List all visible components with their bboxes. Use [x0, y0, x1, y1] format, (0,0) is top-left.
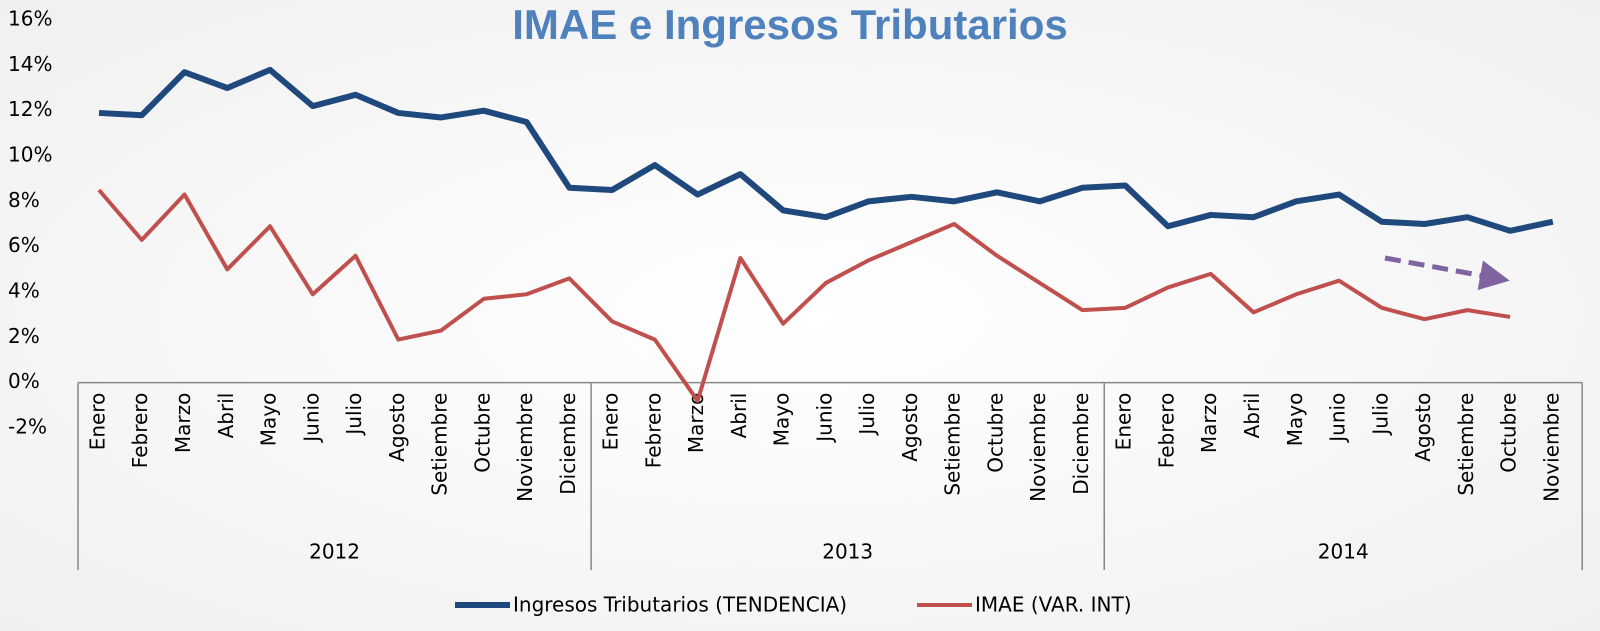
- y-tick-label: 16%: [8, 7, 52, 31]
- chart-title: IMAE e Ingresos Tributarios: [512, 1, 1067, 48]
- x-tick-label: Abril: [1240, 393, 1264, 439]
- x-tick-label: Abril: [214, 393, 238, 439]
- y-tick-label: 8%: [8, 188, 40, 212]
- trend-arrow: [1384, 255, 1510, 291]
- x-tick-label: Octubre: [1497, 393, 1521, 473]
- x-tick-label: Noviembre: [513, 393, 537, 502]
- x-tick-label: Diciembre: [1069, 393, 1093, 495]
- x-tick-label: Enero: [86, 393, 110, 451]
- x-tick-label: Marzo: [171, 393, 195, 453]
- x-tick-label: Mayo: [770, 393, 794, 447]
- x-tick-label: Junio: [299, 393, 323, 444]
- x-tick-label: Agosto: [898, 393, 922, 462]
- x-tick-label: Diciembre: [556, 393, 580, 495]
- x-tick-label: Junio: [812, 393, 836, 444]
- x-tick-label: Noviembre: [1539, 393, 1563, 502]
- y-tick-label: 4%: [8, 279, 40, 303]
- group-label: 2014: [1318, 540, 1369, 564]
- x-tick-label: Agosto: [1411, 393, 1435, 462]
- x-tick-label: Setiembre: [428, 393, 452, 496]
- x-tick-label: Setiembre: [1454, 393, 1478, 496]
- y-tick-label: -2%: [8, 415, 47, 439]
- series-line: [98, 66, 1554, 234]
- y-tick-label: 10%: [8, 143, 52, 167]
- legend-label: Ingresos Tributarios (TENDENCIA): [513, 593, 847, 617]
- x-tick-label: Agosto: [385, 393, 409, 462]
- group-label: 2012: [309, 540, 360, 564]
- x-tick-label: Octubre: [983, 393, 1007, 473]
- x-tick-label: Julio: [1368, 393, 1392, 437]
- x-tick-label: Abril: [727, 393, 751, 439]
- x-tick-label: Setiembre: [941, 393, 965, 496]
- y-tick-label: 12%: [8, 97, 52, 121]
- x-tick-label: Octubre: [470, 393, 494, 473]
- x-tick-label: Marzo: [684, 393, 708, 453]
- x-tick-label: Julio: [342, 393, 366, 437]
- x-tick-label: Febrero: [641, 393, 665, 469]
- x-tick-label: Mayo: [1283, 393, 1307, 447]
- y-tick-label: 6%: [8, 233, 40, 257]
- group-label: 2013: [822, 540, 873, 564]
- series-line: [97, 188, 1511, 403]
- x-tick-label: Febrero: [128, 393, 152, 469]
- x-tick-label: Febrero: [1155, 393, 1179, 469]
- x-tick-label: Noviembre: [1026, 393, 1050, 502]
- legend-label: IMAE (VAR. INT): [975, 593, 1132, 617]
- x-tick-label: Mayo: [257, 393, 281, 447]
- x-tick-label: Enero: [1112, 393, 1136, 451]
- x-tick-label: Marzo: [1197, 393, 1221, 453]
- y-tick-label: 2%: [8, 324, 40, 348]
- x-tick-label: Enero: [599, 393, 623, 451]
- y-tick-label: 0%: [8, 369, 40, 393]
- y-tick-label: 14%: [8, 52, 52, 76]
- x-tick-label: Julio: [855, 393, 879, 437]
- x-tick-label: Junio: [1326, 393, 1350, 444]
